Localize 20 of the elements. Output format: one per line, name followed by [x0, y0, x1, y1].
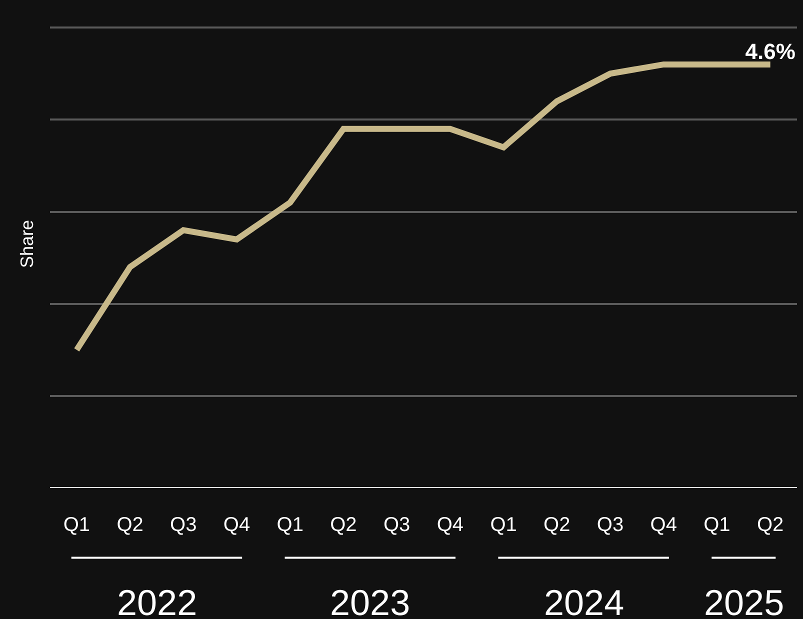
- data-label: 4.6%: [745, 38, 796, 64]
- x-tick-label: Q3: [170, 514, 197, 536]
- x-tick-label: Q2: [330, 514, 357, 536]
- text: 2023: [330, 582, 410, 619]
- x-tick-label: Q1: [63, 514, 90, 536]
- x-tick-label: Q1: [276, 514, 304, 536]
- x-tick-label: Q2: [544, 514, 570, 536]
- x-tick-label: Q2: [116, 514, 144, 536]
- y-axis-title: Share: [17, 220, 38, 268]
- x-tick-label: Q3: [596, 514, 624, 536]
- x-tick-label: Q4: [436, 514, 464, 536]
- x-tick-label: Q4: [650, 514, 677, 536]
- text: 2025: [704, 582, 784, 619]
- text: 2024: [544, 582, 624, 619]
- x-tick-label: Q4: [223, 514, 250, 536]
- x-tick-label: Q1: [704, 514, 730, 536]
- text: 2022: [117, 582, 198, 619]
- x-tick-label: Q2: [756, 514, 784, 536]
- x-tick-label: Q3: [383, 514, 410, 536]
- x-tick-label: Q1: [490, 514, 517, 536]
